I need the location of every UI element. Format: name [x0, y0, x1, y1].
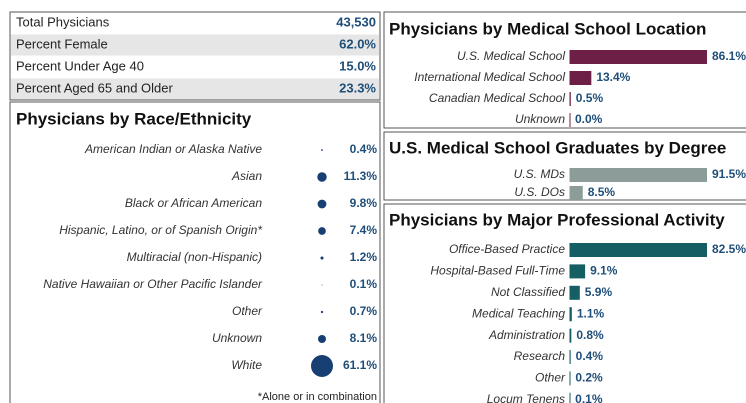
bar	[570, 168, 707, 182]
bar	[570, 285, 580, 300]
bubble	[318, 227, 326, 235]
bar	[570, 328, 572, 343]
category-label: Hospital-Based Full-Time	[430, 264, 565, 278]
category-label: Medical Teaching	[472, 306, 565, 320]
bubble	[311, 355, 333, 377]
category-label: International Medical School	[414, 70, 565, 84]
category-label: Black or African American	[125, 196, 262, 210]
category-label: Other	[232, 304, 263, 318]
bubble	[317, 334, 327, 344]
category-label: Canadian Medical School	[429, 91, 565, 105]
bubble	[320, 256, 324, 260]
category-label: U.S. DOs	[514, 185, 565, 199]
value-label: 8.1%	[350, 331, 378, 345]
bubble	[317, 199, 327, 209]
summary-label: Percent Aged 65 and Older	[16, 80, 174, 95]
category-label: Native Hawaiian or Other Pacific Islande…	[43, 277, 263, 291]
summary-value: 15.0%	[339, 58, 376, 73]
category-label: U.S. Medical School	[457, 49, 565, 63]
summary-label: Percent Under Age 40	[16, 58, 144, 73]
bar	[570, 243, 707, 257]
value-label: 0.1%	[575, 392, 603, 403]
bar	[570, 350, 571, 364]
activity-panel	[383, 203, 746, 403]
value-label: 0.1%	[350, 277, 378, 291]
category-label: Unknown	[515, 112, 565, 126]
value-label: 1.1%	[577, 306, 605, 320]
category-label: Multiracial (non-Hispanic)	[127, 250, 262, 264]
value-label: 0.2%	[575, 371, 603, 385]
bubble	[320, 310, 324, 314]
category-label: Administration	[488, 328, 565, 342]
category-label: Not Classified	[491, 285, 565, 299]
bar	[570, 50, 707, 64]
summary-value: 43,530	[336, 14, 376, 29]
bubble	[321, 284, 323, 286]
chart-title: Physicians by Major Professional Activit…	[389, 210, 725, 229]
summary-panel	[9, 11, 381, 101]
category-label: Hispanic, Latino, or of Spanish Origin*	[59, 223, 262, 237]
bar	[570, 264, 586, 279]
chart-title: Physicians by Medical School Location	[389, 19, 706, 38]
bubble	[317, 172, 327, 182]
value-label: 8.5%	[588, 185, 616, 199]
value-label: 0.4%	[350, 142, 378, 156]
value-label: 11.3%	[344, 169, 378, 183]
bar	[570, 92, 571, 106]
chart-title: Physicians by Race/Ethnicity	[16, 109, 252, 128]
value-label: 5.9%	[585, 285, 613, 299]
footnote: *Alone or in combination	[258, 391, 377, 403]
category-label: Office-Based Practice	[449, 242, 565, 256]
value-label: 9.1%	[590, 264, 618, 278]
value-label: 0.8%	[576, 328, 604, 342]
value-label: 82.5%	[712, 242, 746, 256]
value-label: 0.5%	[576, 91, 604, 105]
value-label: 86.1%	[712, 49, 746, 63]
category-label: U.S. MDs	[514, 167, 565, 181]
value-label: 1.2%	[350, 250, 378, 264]
value-label: 61.1%	[343, 358, 377, 372]
category-label: Other	[535, 371, 566, 385]
row-shade	[11, 34, 379, 56]
category-label: Asian	[231, 169, 262, 183]
value-label: 91.5%	[712, 167, 746, 181]
summary-value: 23.3%	[339, 80, 376, 95]
race-panel	[9, 101, 381, 403]
bar	[570, 186, 583, 200]
value-label: 0.7%	[350, 304, 378, 318]
category-label: Unknown	[212, 331, 262, 345]
category-label: American Indian or Alaska Native	[84, 142, 262, 156]
value-label: 0.4%	[576, 349, 604, 363]
bubble	[321, 149, 323, 151]
value-label: 0.0%	[575, 112, 603, 126]
summary-value: 62.0%	[339, 36, 376, 51]
category-label: Locum Tenens	[487, 392, 565, 403]
bar	[570, 307, 572, 322]
category-label: White	[231, 358, 262, 372]
row-shade	[11, 78, 379, 100]
summary-label: Total Physicians	[16, 14, 110, 29]
degree-panel	[383, 131, 746, 201]
category-label: Research	[514, 349, 566, 363]
chart-title: U.S. Medical School Graduates by Degree	[389, 138, 726, 157]
value-label: 13.4%	[596, 70, 630, 84]
value-label: 7.4%	[350, 223, 378, 237]
school-panel	[383, 11, 746, 129]
bar	[570, 71, 592, 85]
summary-label: Percent Female	[16, 36, 108, 51]
value-label: 9.8%	[350, 196, 378, 210]
